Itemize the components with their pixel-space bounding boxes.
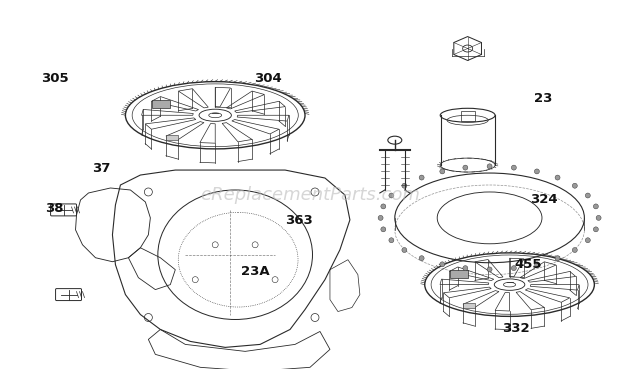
Circle shape xyxy=(389,238,394,243)
Circle shape xyxy=(378,215,383,221)
Bar xyxy=(166,135,178,140)
Circle shape xyxy=(487,267,492,272)
Text: 23A: 23A xyxy=(241,265,269,278)
Circle shape xyxy=(593,227,598,232)
Circle shape xyxy=(512,165,516,170)
Circle shape xyxy=(596,215,601,221)
Circle shape xyxy=(402,183,407,188)
Text: eReplacementParts.com: eReplacementParts.com xyxy=(200,186,420,204)
Circle shape xyxy=(572,248,577,252)
Circle shape xyxy=(593,204,598,209)
Text: 324: 324 xyxy=(529,193,557,206)
FancyBboxPatch shape xyxy=(450,270,467,278)
FancyBboxPatch shape xyxy=(153,100,171,108)
Text: 455: 455 xyxy=(514,258,542,271)
Circle shape xyxy=(419,256,424,261)
Text: 38: 38 xyxy=(45,202,64,215)
Text: 37: 37 xyxy=(92,162,110,175)
Text: 363: 363 xyxy=(285,213,313,226)
Circle shape xyxy=(440,262,445,267)
Circle shape xyxy=(572,183,577,188)
Circle shape xyxy=(440,169,445,174)
Text: 305: 305 xyxy=(41,72,69,85)
Text: 23: 23 xyxy=(534,92,552,105)
Circle shape xyxy=(585,193,590,198)
Circle shape xyxy=(555,175,560,180)
Circle shape xyxy=(463,266,468,270)
Circle shape xyxy=(463,165,468,170)
Circle shape xyxy=(534,262,539,267)
Circle shape xyxy=(534,169,539,174)
Circle shape xyxy=(402,248,407,252)
Circle shape xyxy=(487,164,492,169)
Text: 304: 304 xyxy=(254,72,282,85)
Circle shape xyxy=(419,175,424,180)
Circle shape xyxy=(555,256,560,261)
Circle shape xyxy=(389,193,394,198)
Circle shape xyxy=(512,266,516,270)
Circle shape xyxy=(585,238,590,243)
Circle shape xyxy=(381,204,386,209)
Text: 332: 332 xyxy=(502,322,529,335)
Circle shape xyxy=(381,227,386,232)
Bar xyxy=(461,111,475,121)
Bar xyxy=(463,303,475,308)
